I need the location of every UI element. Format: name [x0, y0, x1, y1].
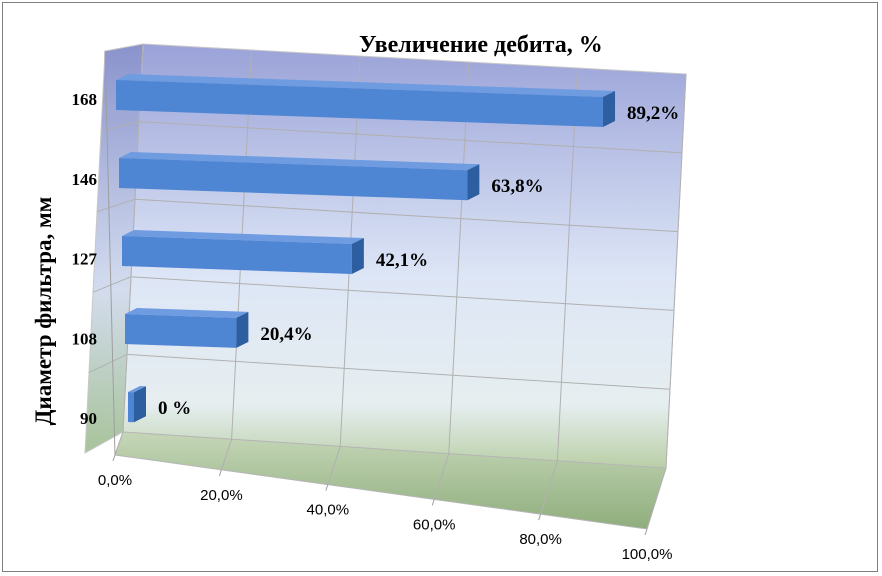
y-tick-label: 108: [72, 329, 98, 348]
y-tick-label: 168: [72, 90, 98, 109]
floor-gridline: [114, 431, 124, 456]
floor-gridline: [540, 460, 558, 515]
x-tick-mark: [112, 454, 116, 462]
x-tick-label: 40,0%: [307, 502, 350, 519]
data-labels: 89,2% 63,8% 42,1% 20,4% 0 %: [158, 103, 679, 419]
gridline: [556, 67, 578, 461]
y-tick-label: 90: [80, 409, 97, 428]
bar-side: [134, 386, 146, 423]
category-gridline: [130, 276, 675, 311]
data-label: 20,4%: [260, 324, 312, 345]
bars: [116, 74, 616, 423]
x-tick-label: 0,0%: [98, 472, 132, 489]
bar-top: [116, 74, 616, 98]
data-label: 42,1%: [376, 250, 428, 271]
gridline: [665, 73, 687, 469]
side-gridline: [96, 198, 136, 213]
bar-top: [122, 230, 364, 245]
x-tick-label: 100,0%: [622, 546, 673, 563]
x-tick-label: 80,0%: [519, 531, 562, 548]
floor-gridline: [646, 467, 667, 530]
data-label: 89,2%: [627, 103, 679, 124]
x-tick-mark: [218, 469, 222, 476]
y-tick-labels: 168 146 127 108 90: [72, 90, 98, 428]
x-tick-labels: 0,0% 20,0% 40,0% 60,0% 80,0% 100,0%: [98, 472, 673, 563]
floor-gridline: [327, 446, 341, 485]
y-tick-label: 127: [72, 250, 98, 269]
bar: [119, 158, 468, 201]
x-tick-mark: [538, 514, 542, 521]
category-gridline: [138, 121, 683, 154]
x-tick-mark: [325, 484, 329, 491]
floor-gridline: [433, 453, 450, 500]
y-axis-line: [104, 50, 116, 456]
bar-side: [236, 311, 249, 348]
floor-gridline: [220, 439, 233, 470]
side-gridline: [92, 276, 132, 293]
bar-top: [125, 308, 249, 318]
side-gridline: [88, 353, 128, 374]
bar: [125, 314, 237, 348]
gridline: [448, 61, 470, 454]
x-tick-label: 20,0%: [200, 487, 243, 504]
bar-top: [128, 386, 146, 393]
bar: [116, 80, 604, 128]
x-tick-label: 60,0%: [413, 516, 456, 533]
bar: [128, 392, 134, 423]
bar: [122, 236, 352, 275]
chart-title: Увеличение дебита, %: [359, 32, 603, 58]
category-gridline: [126, 353, 671, 390]
data-label: 63,8%: [491, 176, 543, 197]
bar-side: [467, 164, 480, 201]
data-label: 0 %: [158, 398, 191, 419]
y-tick-label: 146: [72, 170, 98, 189]
y-axis-title: Диаметр фильтра, мм: [31, 197, 56, 426]
x-tick-mark: [431, 499, 435, 506]
bar-top: [119, 152, 480, 171]
bar-side: [351, 238, 364, 275]
category-gridline: [134, 198, 679, 233]
bar-side: [603, 91, 616, 128]
x-tick-mark: [644, 528, 648, 536]
